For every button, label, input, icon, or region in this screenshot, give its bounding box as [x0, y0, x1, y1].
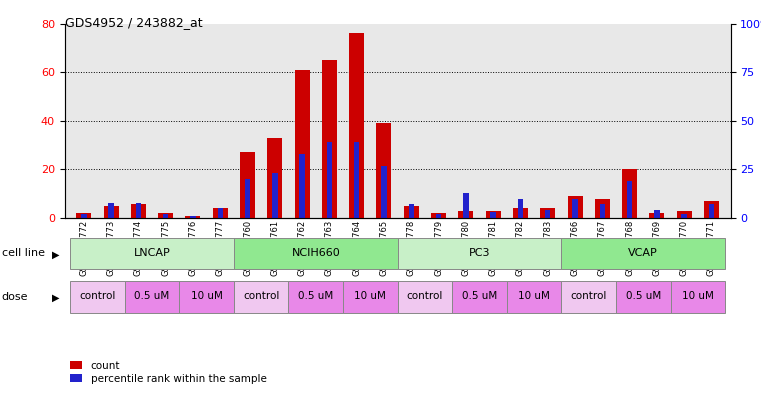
Bar	[322, 60, 337, 218]
Bar	[288, 281, 343, 313]
Bar	[131, 204, 146, 218]
Text: GDS4952 / 243882_at: GDS4952 / 243882_at	[65, 16, 202, 29]
Text: NCIH660: NCIH660	[291, 248, 340, 258]
Bar	[326, 142, 332, 218]
Bar	[267, 138, 282, 218]
Bar	[681, 214, 687, 218]
Bar	[404, 206, 419, 218]
Bar	[234, 237, 398, 270]
Bar	[600, 204, 605, 218]
Text: 0.5 uM: 0.5 uM	[626, 291, 661, 301]
Text: control: control	[79, 291, 116, 301]
Text: control: control	[571, 291, 607, 301]
Bar	[240, 152, 255, 218]
Bar	[436, 214, 441, 218]
Bar	[568, 196, 582, 218]
Bar	[513, 208, 528, 218]
Bar	[708, 204, 714, 218]
Bar	[486, 211, 501, 218]
Bar	[431, 213, 446, 218]
Bar	[517, 199, 523, 218]
Bar	[540, 208, 556, 218]
Text: 10 uM: 10 uM	[682, 291, 714, 301]
Text: ▶: ▶	[52, 250, 59, 260]
Bar	[677, 211, 692, 218]
Bar	[649, 213, 664, 218]
Bar	[272, 173, 278, 218]
Bar	[135, 202, 141, 218]
Bar	[572, 199, 578, 218]
Bar	[627, 181, 632, 218]
Bar	[108, 202, 114, 218]
Bar	[213, 208, 228, 218]
Text: VCAP: VCAP	[629, 248, 658, 258]
Text: control: control	[406, 291, 443, 301]
Bar	[70, 237, 234, 270]
Bar	[654, 210, 660, 218]
Text: dose: dose	[2, 292, 28, 302]
Bar	[704, 201, 719, 218]
Bar	[562, 281, 616, 313]
Bar	[490, 212, 496, 218]
Text: 10 uM: 10 uM	[191, 291, 222, 301]
Bar	[562, 237, 725, 270]
Bar	[381, 165, 387, 218]
Text: 10 uM: 10 uM	[518, 291, 550, 301]
Bar	[76, 213, 91, 218]
Bar	[463, 193, 469, 218]
Text: control: control	[243, 291, 279, 301]
Bar	[622, 169, 637, 218]
Bar	[398, 281, 452, 313]
Bar	[158, 213, 174, 218]
Bar	[103, 206, 119, 218]
Text: 10 uM: 10 uM	[355, 291, 387, 301]
Bar	[377, 123, 391, 218]
Bar	[452, 281, 507, 313]
Bar	[354, 142, 359, 218]
Bar	[458, 211, 473, 218]
Bar	[595, 199, 610, 218]
Bar	[398, 237, 562, 270]
Bar	[616, 281, 670, 313]
Bar	[507, 281, 562, 313]
Bar	[670, 281, 725, 313]
Text: LNCAP: LNCAP	[134, 248, 170, 258]
Text: 0.5 uM: 0.5 uM	[298, 291, 333, 301]
Bar	[218, 208, 223, 218]
Bar	[234, 281, 288, 313]
Bar	[349, 33, 365, 218]
Text: cell line: cell line	[2, 248, 45, 259]
Bar	[409, 204, 414, 218]
Bar	[186, 216, 200, 218]
Text: 0.5 uM: 0.5 uM	[462, 291, 497, 301]
Bar	[163, 214, 168, 218]
Bar	[299, 154, 305, 218]
Bar	[295, 70, 310, 218]
Bar	[125, 281, 180, 313]
Bar	[545, 210, 550, 218]
Bar	[245, 179, 250, 218]
Bar	[343, 281, 398, 313]
Bar	[180, 281, 234, 313]
Legend: count, percentile rank within the sample: count, percentile rank within the sample	[70, 361, 266, 384]
Bar	[81, 214, 87, 218]
Text: ▶: ▶	[52, 293, 59, 303]
Bar	[190, 216, 196, 218]
Text: PC3: PC3	[469, 248, 490, 258]
Bar	[70, 281, 125, 313]
Text: 0.5 uM: 0.5 uM	[135, 291, 170, 301]
